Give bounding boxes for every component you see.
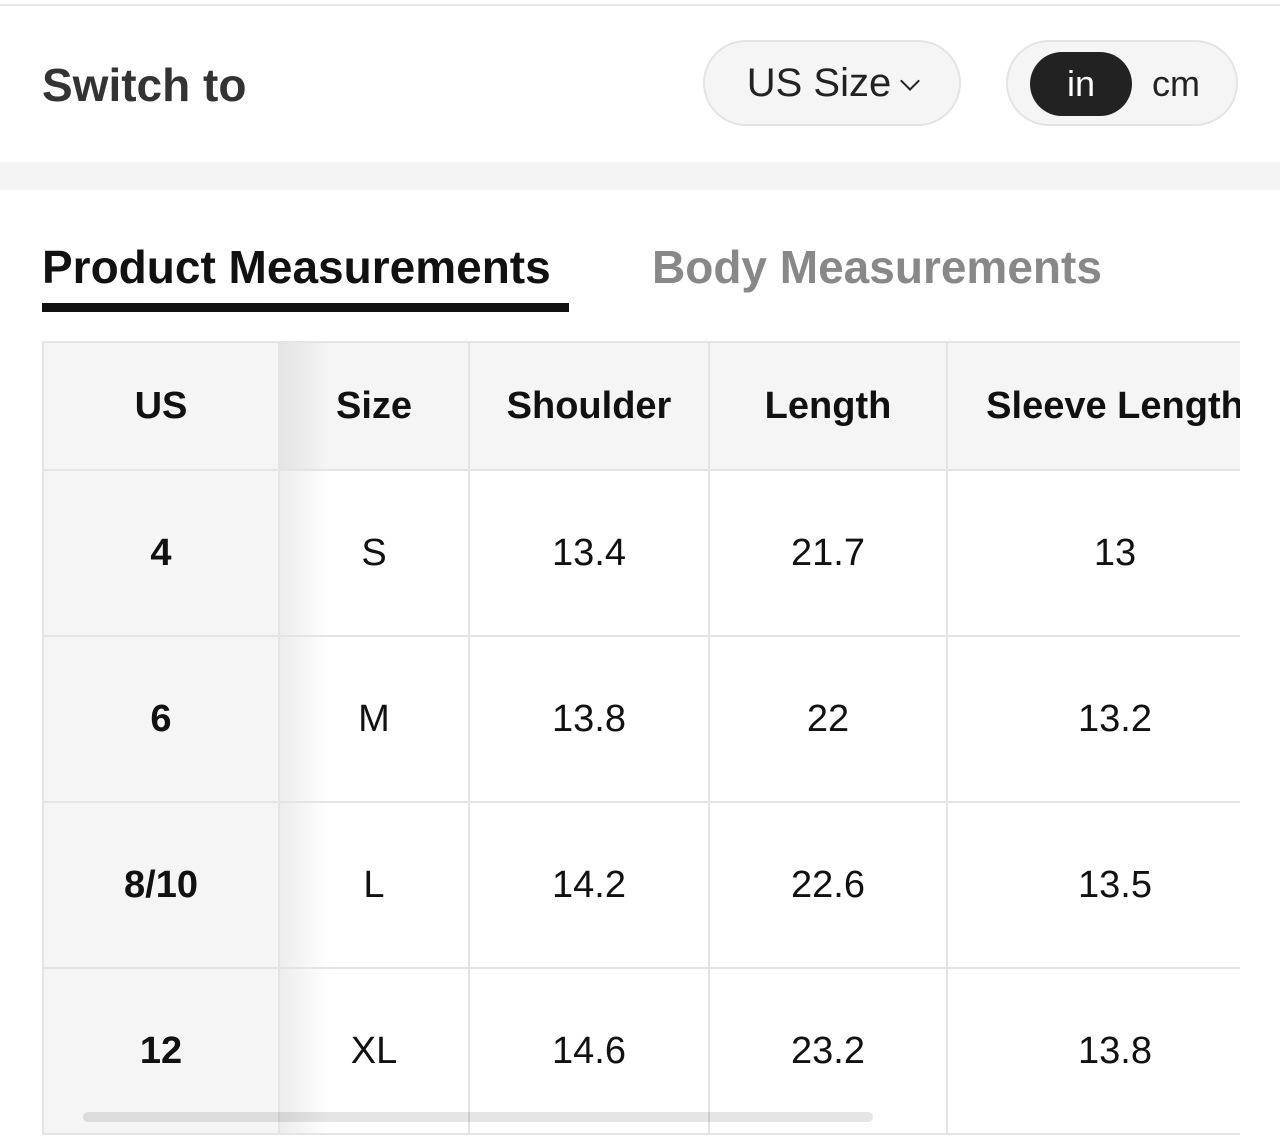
- cell-size: L: [278, 801, 470, 969]
- size-system-value: US Size: [746, 60, 892, 105]
- cell-length: 21.7: [708, 469, 948, 637]
- cell-shoulder: 13.4: [468, 469, 710, 637]
- cell-size: S: [278, 469, 470, 637]
- active-tab-indicator: [42, 303, 569, 312]
- switch-to-label: Switch to: [42, 59, 247, 111]
- table-row: 6 M 13.8 22 13.2: [42, 635, 1240, 803]
- chevron-down-icon: [900, 71, 921, 91]
- cell-sleeve-length: 13: [946, 469, 1240, 637]
- cell-shoulder: 13.8: [468, 635, 710, 803]
- cell-us: 4: [42, 469, 280, 637]
- column-header-shoulder: Shoulder: [468, 341, 710, 471]
- table-header-row: US Size Shoulder Length Sleeve Length: [42, 341, 1240, 471]
- tab-body-measurements[interactable]: Body Measurements: [652, 241, 1102, 293]
- cell-length: 22.6: [708, 801, 948, 969]
- cell-shoulder: 14.2: [468, 801, 710, 969]
- section-divider: [0, 162, 1280, 190]
- unit-option-cm[interactable]: cm: [1152, 63, 1200, 104]
- cell-length: 23.2: [708, 967, 948, 1135]
- horizontal-scrollbar[interactable]: [83, 1112, 873, 1122]
- cell-sleeve-length: 13.5: [946, 801, 1240, 969]
- table-row: 12 XL 14.6 23.2 13.8: [42, 967, 1240, 1135]
- cell-us: 8/10: [42, 801, 280, 969]
- top-divider: [0, 4, 1280, 6]
- cell-shoulder: 14.6: [468, 967, 710, 1135]
- column-header-us: US: [42, 341, 280, 471]
- cell-sleeve-length: 13.2: [946, 635, 1240, 803]
- column-header-length: Length: [708, 341, 948, 471]
- cell-length: 22: [708, 635, 948, 803]
- tab-product-measurements[interactable]: Product Measurements: [42, 241, 551, 293]
- column-header-sleeve-length: Sleeve Length: [946, 341, 1240, 471]
- unit-option-in[interactable]: in: [1030, 52, 1132, 116]
- cell-us: 12: [42, 967, 280, 1135]
- table-row: 4 S 13.4 21.7 13: [42, 469, 1240, 637]
- cell-size: M: [278, 635, 470, 803]
- unit-toggle[interactable]: in cm: [1006, 40, 1238, 126]
- cell-size: XL: [278, 967, 470, 1135]
- cell-us: 6: [42, 635, 280, 803]
- table-row: 8/10 L 14.2 22.6 13.5: [42, 801, 1240, 969]
- column-header-size: Size: [278, 341, 470, 471]
- cell-sleeve-length: 13.8: [946, 967, 1240, 1135]
- size-system-dropdown[interactable]: US Size: [703, 40, 961, 126]
